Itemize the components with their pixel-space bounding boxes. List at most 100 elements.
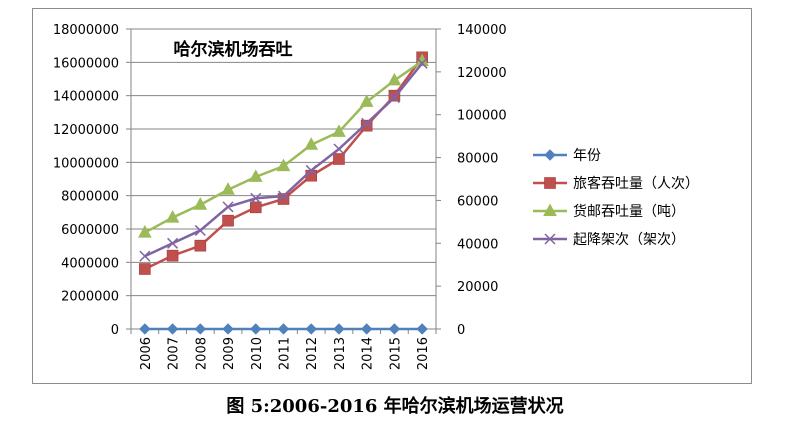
legend-label: 货邮吞吐量（吨） [573,203,685,220]
data-point [166,323,179,335]
data-point [332,124,346,137]
y-left-tick-label: 12000000 [53,123,119,138]
y-right-tick-label: 80000 [457,152,498,167]
data-point [222,201,234,213]
data-point [361,117,373,129]
y-right-tick-label: 60000 [457,194,498,209]
y-left-tick-label: 16000000 [53,56,119,71]
chart-svg: 0 2000000 4000000 6000000 8000000 10000000 120… [53,23,699,370]
data-point [359,94,374,107]
series-triangle [138,53,429,238]
x-tick-label: 2015 [388,337,403,370]
x-tick-label: 2012 [305,337,320,370]
data-point [277,323,290,335]
legend-label: 年份 [573,148,601,164]
data-point [416,57,428,69]
gridlines [131,28,436,330]
data-point [360,119,373,132]
legend-item: 年份 [533,148,601,164]
data-point [305,323,317,335]
y-left-tick-label: 2000000 [61,290,119,305]
data-point [193,197,208,210]
data-point-stroke [250,192,262,204]
y-left-tick-label: 14000000 [53,90,119,105]
data-point-stroke [277,190,290,202]
data-point [139,323,151,335]
data-point [333,153,345,165]
data-point-stroke [139,250,151,262]
data-point [250,192,262,204]
data-point-stroke [194,224,206,236]
data-point [277,193,290,205]
data-point [387,72,402,86]
y-left-tick-label: 0 [111,323,119,338]
data-point [139,250,151,262]
data-point-stroke [222,201,234,213]
axes: 0 2000000 4000000 6000000 8000000 10000000 120… [53,23,507,370]
x-tick-label: 2008 [194,337,209,370]
data-point [416,323,428,335]
data-point [277,190,290,202]
data-point [276,158,291,172]
data-point [305,164,317,176]
x-tick-label: 2009 [222,337,237,370]
data-point [167,237,179,249]
data-point [544,233,556,245]
series-diamond [139,323,428,335]
data-point [360,323,373,335]
data-point [139,263,151,275]
data-point-stroke [167,237,179,249]
data-point [194,239,207,252]
y-left-tick-label: 10000000 [53,156,119,171]
data-point-stroke [388,92,400,104]
data-point [221,182,235,195]
legend-item: 起降架次（架次） [533,232,685,248]
chart-title: 哈尔滨机场吞吐 [174,39,293,60]
figure-caption: 图 5:2006-2016 年哈尔滨机场运营状况 [226,396,564,417]
y-left-tick-label: 18000000 [53,23,119,38]
legend-label: 起降架次（架次） [573,232,685,248]
data-point [166,249,179,262]
data-point [333,323,345,335]
legend-item: 旅客吞吐量（人次） [533,175,699,192]
data-point [194,224,206,236]
data-point-stroke [361,117,373,129]
y-left-tick-label: 6000000 [61,223,119,238]
chart-frame: 0 2000000 4000000 6000000 8000000 10000000 120… [32,8,752,384]
data-point [194,323,207,335]
x-tick-label: 2006 [139,337,154,370]
data-point [544,149,556,161]
x-tick-label: 2014 [361,337,376,370]
data-point-stroke [416,57,428,69]
data-point-stroke [544,233,556,245]
y-right-tick-label: 120000 [457,66,507,81]
y-left-tick-label: 8000000 [61,190,119,205]
data-point [250,323,262,335]
y-left-tick-label: 4000000 [61,256,119,271]
data-point [249,201,262,214]
data-point [388,92,400,104]
legend-item: 货邮吞吐量（吨） [533,203,685,220]
data-point [138,225,152,238]
x-tick-label: 2013 [333,337,348,370]
y-right-tick-label: 0 [457,323,465,338]
data-point [248,169,263,182]
y-right-tick-label: 100000 [457,109,507,124]
data-point [333,143,345,155]
series-layer [138,51,429,335]
legend-label: 旅客吞吐量（人次） [573,175,699,192]
series-line [144,60,423,234]
data-point [165,210,180,223]
y-right-tick-label: 140000 [457,23,507,38]
y-right-tick-label: 20000 [457,280,498,295]
y-right-tick-label: 40000 [457,237,498,252]
data-point [543,203,557,216]
x-tick-label: 2007 [167,337,182,370]
data-point [222,214,234,227]
data-point [544,177,556,189]
data-point-stroke [333,143,345,155]
x-tick-label: 2016 [416,337,431,370]
x-tick-label: 2011 [278,337,293,370]
data-point [304,137,319,150]
